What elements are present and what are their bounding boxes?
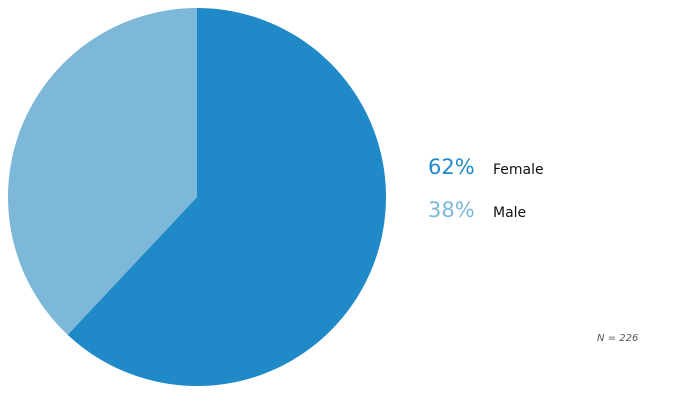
pie-slice-male	[7, 8, 197, 335]
pie-slice-female	[67, 8, 386, 386]
pie-chart	[7, 8, 386, 386]
legend-percent-female: 62%	[428, 155, 475, 179]
legend-item-male: 38% Male	[428, 198, 544, 241]
legend-percent-male: 38%	[428, 198, 475, 222]
legend-label-male: Male	[493, 205, 527, 221]
sample-size-note: N = 226	[597, 333, 639, 344]
legend: 62% Female 38% Male	[428, 155, 544, 241]
legend-item-female: 62% Female	[428, 155, 544, 198]
legend-label-female: Female	[493, 162, 544, 178]
